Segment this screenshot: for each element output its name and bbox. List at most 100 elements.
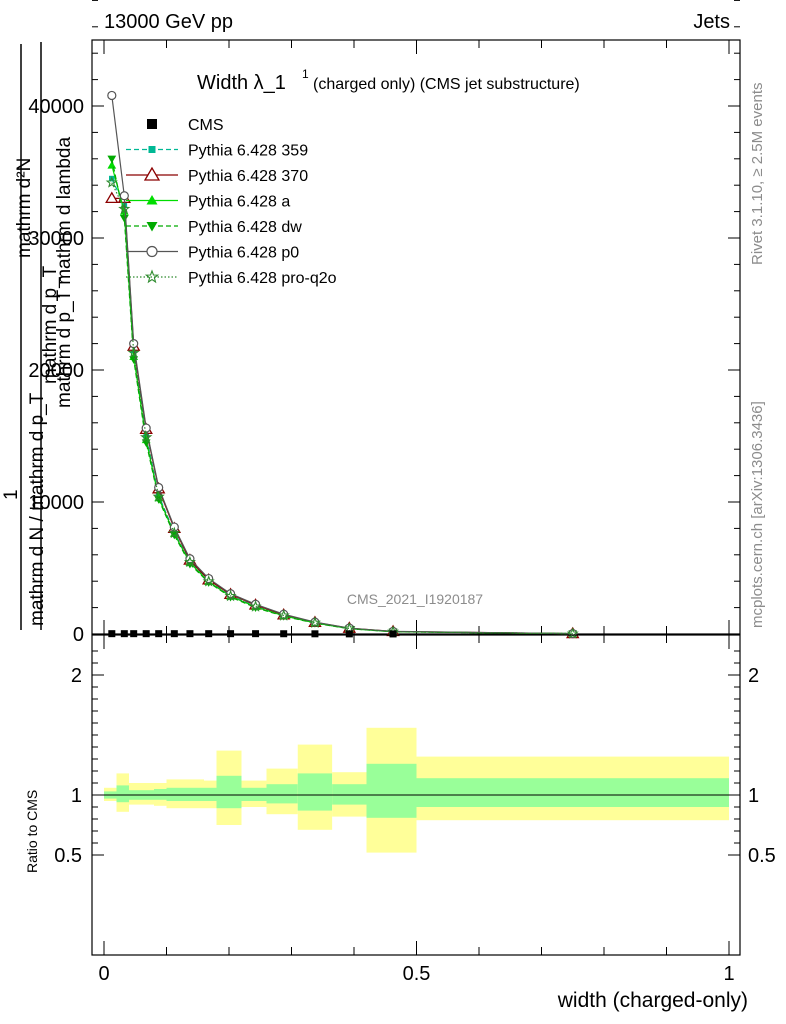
ratio-band-inner (297, 773, 333, 811)
legend-label: Pythia 6.428 pro-q2o (188, 270, 337, 287)
legend-entry: Pythia 6.428 370 (126, 166, 308, 185)
marker-star (144, 269, 160, 284)
marker-circle-open (119, 191, 129, 201)
marker-square (345, 630, 353, 638)
legend-entry: Pythia 6.428 p0 (126, 245, 299, 262)
x-tick-label: 0 (98, 963, 109, 985)
marker-star (168, 526, 181, 539)
marker-circle-open (204, 573, 214, 584)
legend-label: Pythia 6.428 359 (188, 143, 308, 160)
legend-entry: Pythia 6.428 dw (126, 219, 302, 236)
marker-circle-open (154, 482, 164, 493)
ylabel-numerator: mathrm d²N (14, 158, 35, 258)
legend-label: CMS (188, 117, 224, 134)
legend-label: Pythia 6.428 p0 (188, 245, 299, 262)
series-p359 (109, 175, 576, 637)
ratio-tick-label-right: 1 (748, 785, 759, 807)
ylabel-denominator-b: mathrm d p_T mathrm d lambda (54, 137, 75, 408)
y-axis-label: mathrm d²N 1 mathrm d N / mathrm d p_T m… (1, 42, 75, 630)
header-right: Jets (693, 11, 730, 33)
legend-label: Pythia 6.428 a (188, 194, 290, 211)
title-main: Width λ_1 (197, 72, 286, 94)
marker-square (280, 630, 288, 638)
legend-label: Pythia 6.428 dw (188, 219, 302, 236)
marker-square (170, 630, 178, 638)
y-tick-label: 20000 (28, 360, 84, 382)
y-tick-label: 10000 (28, 492, 84, 514)
series-line (111, 158, 573, 635)
ratio-tick-label: 0.5 (54, 845, 82, 867)
marker-square (311, 630, 319, 638)
marker-square (186, 630, 194, 638)
marker-square (155, 630, 163, 638)
analysis-watermark: CMS_2021_I1920187 (347, 591, 483, 607)
x-tick-label: 1 (723, 963, 734, 985)
ratio-band-inner (241, 787, 267, 801)
marker-circle-open (146, 245, 158, 258)
series-pdw (107, 155, 578, 639)
ratio-band-inner (216, 775, 242, 809)
ylabel-extra: mathrm d p_T (40, 265, 61, 384)
series-line (111, 178, 573, 635)
marker-square (252, 630, 260, 638)
main-axis-ticks: 0100002000030000400005000060000700008000… (28, 0, 740, 646)
marker-circle-open (107, 90, 117, 101)
marker-star (277, 609, 290, 621)
series-line (111, 95, 573, 635)
legend-entry: Pythia 6.428 359 (126, 143, 308, 160)
marker-star (249, 600, 262, 612)
series-line (111, 197, 573, 635)
marker-triangle-down (107, 155, 117, 164)
y-tick-label: 30000 (28, 228, 84, 250)
y-tick-label: 40000 (28, 96, 84, 118)
marker-star (202, 575, 215, 587)
marker-square-small (148, 146, 156, 153)
marker-star (127, 346, 140, 359)
marker-star (140, 430, 153, 443)
ratio-band-inner (204, 787, 217, 801)
legend-label: Pythia 6.428 370 (188, 168, 308, 185)
marker-star (118, 202, 131, 215)
marker-triangle (146, 195, 158, 205)
marker-triangle-open (143, 166, 161, 181)
series-layer (105, 90, 580, 639)
marker-star (224, 589, 237, 602)
ratio-band-inner (154, 789, 167, 800)
marker-square (130, 630, 138, 638)
marker-triangle-open (105, 191, 119, 204)
y-tick-label: 0 (73, 624, 84, 646)
legend-entry: Pythia 6.428 a (126, 194, 290, 211)
ratio-band-inner (116, 785, 129, 803)
ratio-band-inner (366, 763, 417, 818)
x-tick-labels: 0 0.5 1 (98, 963, 734, 985)
ratio-band-inner (266, 784, 298, 804)
marker-square (147, 119, 157, 129)
ratio-tick-label-right: 0.5 (748, 845, 776, 867)
series-pa (107, 161, 578, 637)
legend-entry: CMS (147, 117, 224, 134)
title-superscript: 1 (302, 67, 309, 81)
series-pp0 (107, 90, 578, 639)
series-line (111, 182, 573, 635)
marker-triangle-down (119, 215, 129, 223)
marker-circle-open (129, 339, 139, 349)
rivet-label: Rivet 3.1.10, ≥ 2.5M events (749, 83, 766, 266)
series-p370 (105, 191, 580, 639)
x-tick-label: 0.5 (403, 963, 431, 985)
legend: CMS Pythia 6.428 359 Pythia 6.428 370 Pythi… (126, 117, 337, 287)
marker-triangle-down (146, 222, 158, 232)
ratio-tick-label: 2 (71, 665, 82, 687)
x-axis-label: width (charged-only) (557, 989, 748, 1012)
marker-circle-open (141, 423, 151, 433)
marker-star (308, 616, 322, 628)
marker-star (152, 490, 165, 502)
marker-square (227, 630, 235, 638)
marker-star (105, 176, 118, 188)
ratio-tick-label-right: 2 (748, 665, 759, 687)
ratio-band-inner (166, 787, 204, 801)
ylabel-denominator-a: mathrm d N / mathrm d p_T (27, 392, 48, 626)
ratio-bands (104, 727, 729, 853)
title-subtext: (charged only) (CMS jet substructure) (313, 76, 580, 93)
cms-data-layer (108, 630, 397, 638)
